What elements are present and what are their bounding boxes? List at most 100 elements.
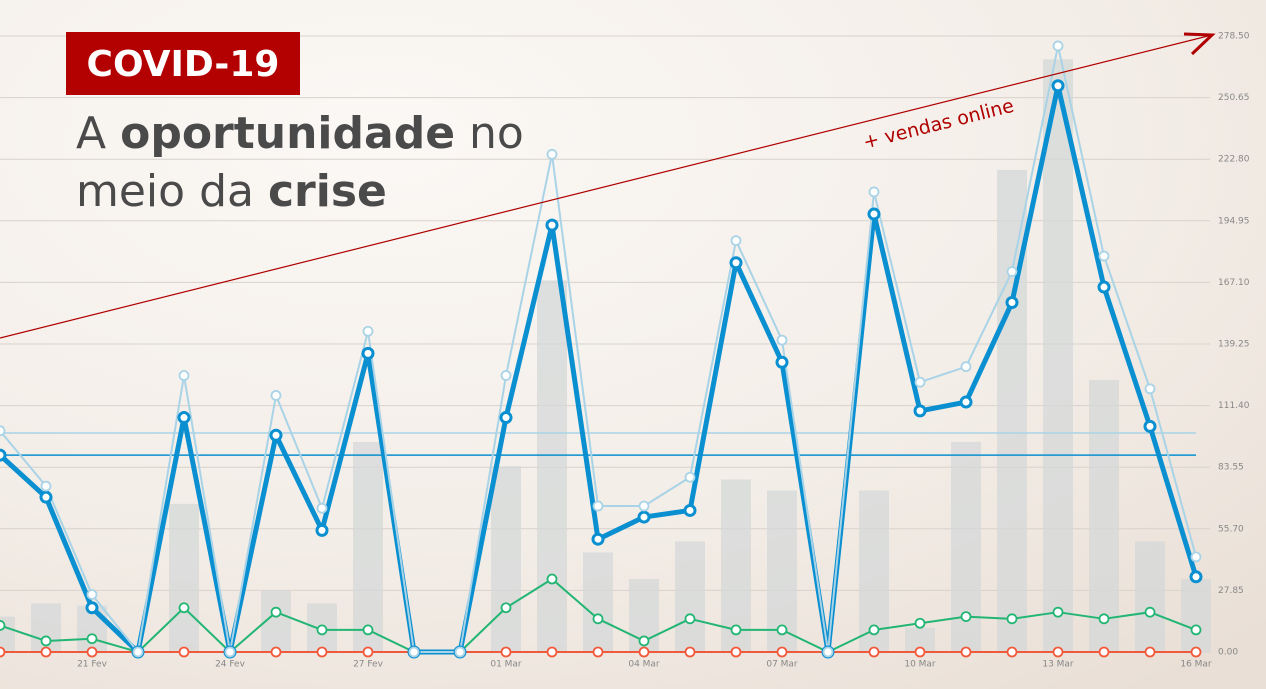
point — [0, 425, 6, 437]
badge: COVID-19 — [87, 44, 280, 85]
y-tick-label: 194.95 — [1218, 216, 1250, 226]
point — [0, 646, 6, 658]
point — [729, 256, 743, 270]
point — [776, 646, 788, 658]
x-tick-label: 24 Fev — [215, 660, 246, 670]
point — [177, 411, 191, 425]
point — [362, 646, 374, 658]
point — [454, 646, 466, 658]
headline-part: crise — [268, 166, 387, 217]
point — [914, 617, 926, 629]
point — [0, 620, 6, 631]
y-tick-label: 167.10 — [1218, 278, 1250, 288]
point — [546, 148, 558, 160]
x-tick-label: 16 Mar — [1180, 660, 1212, 670]
point — [1144, 646, 1156, 658]
point — [684, 613, 696, 625]
bar — [583, 552, 613, 652]
point — [362, 325, 374, 337]
point — [1097, 280, 1111, 294]
point — [178, 646, 190, 658]
headline-part: meio da — [76, 166, 268, 217]
point — [913, 404, 927, 418]
point — [868, 186, 880, 198]
point — [500, 646, 512, 658]
point — [1052, 40, 1064, 52]
bar — [721, 479, 751, 652]
bar — [169, 503, 199, 652]
headline: meio da crise — [76, 166, 387, 217]
point — [270, 646, 282, 658]
point — [132, 646, 144, 658]
point — [960, 611, 972, 623]
bar — [1181, 579, 1211, 652]
point — [1006, 266, 1018, 277]
x-tick-label: 07 Mar — [766, 660, 798, 670]
point — [1006, 613, 1018, 625]
point — [914, 646, 926, 658]
y-tick-label: 222.80 — [1218, 155, 1250, 165]
point — [86, 646, 98, 658]
point — [1005, 296, 1019, 310]
bar — [1089, 379, 1119, 652]
point — [39, 490, 53, 504]
point — [776, 624, 788, 636]
point — [959, 395, 973, 409]
point — [224, 646, 236, 658]
bar — [491, 466, 521, 652]
point — [914, 376, 926, 388]
point — [683, 503, 697, 517]
point — [269, 428, 283, 442]
point — [1098, 646, 1110, 658]
point — [178, 370, 190, 381]
point — [684, 471, 696, 483]
point — [1190, 646, 1202, 658]
trend-arrow — [1183, 32, 1216, 56]
badge-box — [66, 32, 300, 95]
point — [1098, 250, 1110, 262]
headline-part: A — [76, 108, 120, 159]
y-tick-label: 250.65 — [1218, 93, 1250, 103]
point — [500, 602, 512, 614]
point — [0, 448, 7, 462]
y-tick-label: 111.40 — [1218, 401, 1250, 411]
point — [1143, 419, 1157, 433]
point — [867, 207, 881, 221]
point — [592, 646, 604, 658]
y-tick-label: 139.25 — [1218, 340, 1250, 350]
point — [40, 635, 52, 647]
point — [591, 532, 605, 546]
point — [1190, 551, 1202, 563]
point — [1190, 624, 1202, 636]
point — [85, 601, 99, 615]
headline-part: no — [455, 108, 524, 159]
point — [499, 411, 513, 425]
bar — [353, 441, 383, 652]
point — [1052, 606, 1064, 618]
x-tick-label: 21 Fev — [77, 660, 108, 670]
point — [270, 606, 282, 618]
point — [361, 346, 375, 360]
point — [822, 646, 834, 658]
point — [960, 361, 972, 373]
point — [500, 370, 512, 381]
point — [1006, 646, 1018, 658]
point — [638, 635, 650, 647]
point — [1051, 79, 1065, 93]
point — [546, 573, 558, 585]
point — [637, 510, 651, 524]
point — [868, 624, 880, 636]
point — [86, 633, 98, 645]
point — [546, 646, 558, 658]
point — [270, 390, 282, 401]
headline-part: oportunidade — [120, 108, 455, 159]
point — [1189, 570, 1203, 584]
point — [638, 646, 650, 658]
point — [868, 646, 880, 658]
x-tick-label: 13 Mar — [1042, 660, 1074, 670]
point — [316, 502, 328, 514]
y-tick-label: 55.70 — [1218, 524, 1244, 534]
bar — [675, 541, 705, 652]
trend-line — [0, 34, 1213, 339]
